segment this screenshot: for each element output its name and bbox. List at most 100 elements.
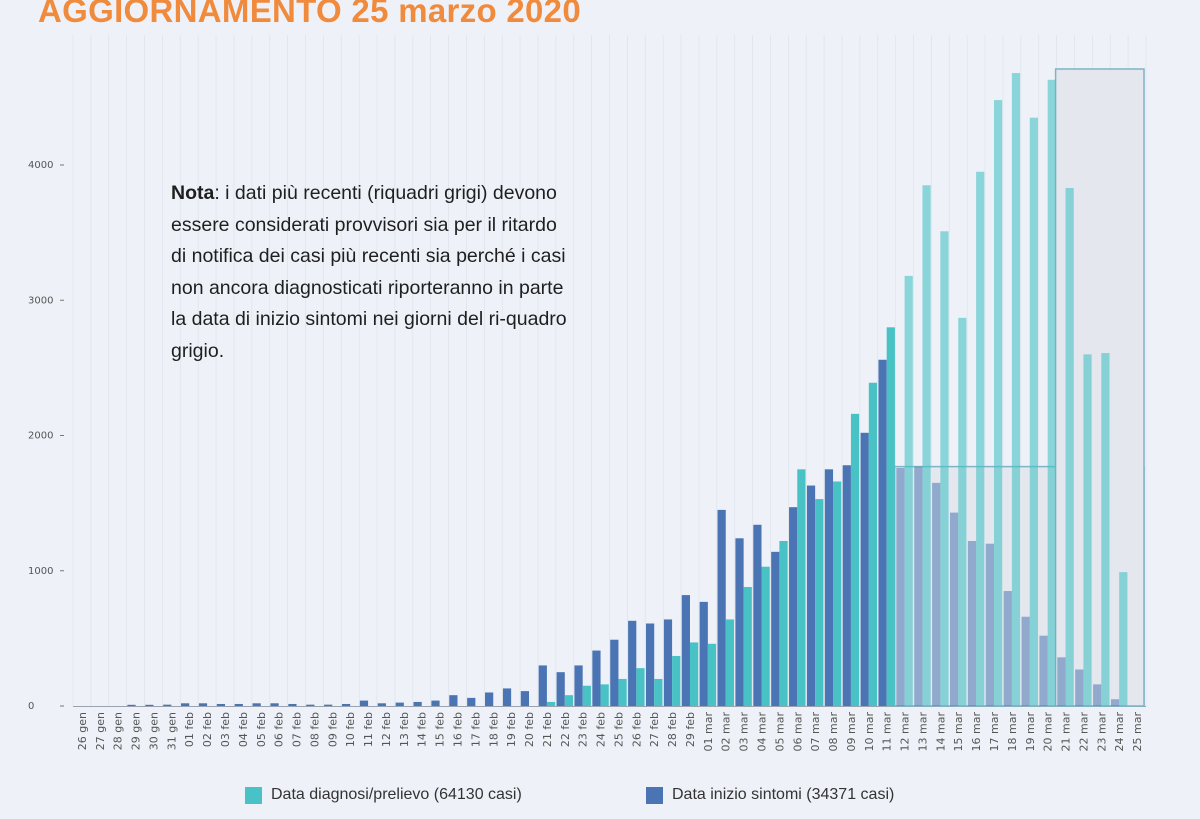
x-tick-label: 22 mar bbox=[1077, 712, 1090, 752]
x-tick-label: 01 mar bbox=[702, 712, 715, 752]
bar-sintomi bbox=[735, 538, 744, 706]
bar-sintomi bbox=[699, 601, 708, 706]
bar-sintomi bbox=[181, 703, 190, 706]
x-tick-label: 04 mar bbox=[756, 712, 769, 752]
bar-diagnosi bbox=[564, 695, 574, 706]
bar-diagnosi bbox=[868, 382, 878, 706]
x-tick-label: 28 gen bbox=[112, 712, 125, 750]
bar-sintomi bbox=[449, 695, 458, 706]
x-tick-label: 25 feb bbox=[612, 712, 625, 747]
bar-sintomi bbox=[914, 466, 923, 706]
x-tick-label: 29 feb bbox=[684, 712, 697, 747]
y-axis: 0 1000 2000 3000 4000 bbox=[28, 160, 64, 712]
y-tick-label: 2000 bbox=[28, 431, 53, 442]
bar-sintomi bbox=[127, 704, 136, 706]
bar-sintomi bbox=[753, 524, 762, 706]
x-tick-label: 11 mar bbox=[881, 712, 894, 752]
x-tick-label: 19 feb bbox=[505, 712, 518, 747]
note-bold: Nota bbox=[171, 182, 215, 204]
x-tick-label: 01 feb bbox=[183, 712, 196, 747]
x-tick-label: 18 feb bbox=[487, 712, 500, 747]
legend-swatch-diagnosi bbox=[245, 786, 262, 804]
bar-diagnosi bbox=[815, 499, 824, 706]
bar-sintomi bbox=[592, 650, 601, 706]
x-tick-label: 10 feb bbox=[344, 712, 357, 747]
x-tick-label: 14 mar bbox=[934, 712, 947, 752]
x-tick-label: 23 mar bbox=[1095, 712, 1108, 752]
bar-sintomi bbox=[234, 703, 243, 706]
page-title: AGGIORNAMENTO 25 marzo 2020 bbox=[38, 0, 581, 29]
x-tick-label: 05 mar bbox=[773, 712, 786, 752]
bar-sintomi bbox=[574, 665, 583, 706]
x-tick-label: 25 mar bbox=[1131, 712, 1144, 752]
bar-sintomi bbox=[985, 543, 994, 706]
bar-diagnosi bbox=[1029, 117, 1038, 707]
x-tick-label: 04 feb bbox=[237, 712, 250, 747]
x-tick-label: 06 mar bbox=[791, 712, 804, 752]
x-tick-label: 09 feb bbox=[326, 712, 339, 747]
chart-note: Nota: i dati più recenti (riquadri grigi… bbox=[171, 178, 571, 367]
chart-legend: Data diagnosi/prelievo (64130 casi) Data… bbox=[0, 786, 1200, 812]
bar-diagnosi bbox=[761, 566, 770, 706]
bar-sintomi bbox=[467, 697, 476, 706]
bar-sintomi bbox=[789, 507, 798, 706]
bar-diagnosi bbox=[600, 684, 609, 706]
y-tick-label: 1000 bbox=[28, 566, 53, 577]
bar-diagnosi bbox=[618, 678, 627, 706]
bar-diagnosi bbox=[958, 317, 967, 706]
bar-sintomi bbox=[717, 509, 726, 706]
x-tick-label: 22 feb bbox=[559, 712, 572, 747]
x-tick-label: 13 feb bbox=[398, 712, 411, 747]
bar-diagnosi bbox=[993, 100, 1003, 706]
x-tick-label: 26 gen bbox=[76, 712, 89, 750]
bar-sintomi bbox=[198, 703, 208, 706]
bar-sintomi bbox=[359, 700, 369, 706]
bar-sintomi bbox=[145, 704, 154, 706]
x-tick-label: 19 mar bbox=[1024, 712, 1037, 752]
bar-diagnosi bbox=[779, 540, 788, 706]
x-tick-label: 24 feb bbox=[595, 712, 608, 747]
bar-sintomi bbox=[377, 703, 386, 706]
bar-diagnosi bbox=[1047, 79, 1056, 707]
bar-diagnosi bbox=[636, 668, 645, 706]
x-tick-label: 15 feb bbox=[434, 712, 447, 747]
bar-diagnosi bbox=[582, 685, 591, 706]
legend-label-sintomi: Data inizio sintomi (34371 casi) bbox=[672, 786, 895, 803]
bar-diagnosi bbox=[850, 413, 860, 706]
bar-sintomi bbox=[806, 485, 816, 706]
x-tick-label: 14 feb bbox=[416, 712, 429, 747]
x-tick-label: 09 mar bbox=[845, 712, 858, 752]
x-tick-label: 21 feb bbox=[541, 712, 554, 747]
bar-sintomi bbox=[628, 620, 637, 706]
bar-diagnosi bbox=[1119, 572, 1128, 706]
bar-sintomi bbox=[949, 512, 959, 706]
y-tick-label: 3000 bbox=[28, 295, 53, 306]
x-tick-label: 05 feb bbox=[255, 712, 268, 747]
x-tick-label: 15 mar bbox=[952, 712, 965, 752]
bar-sintomi bbox=[163, 704, 172, 706]
x-tick-label: 20 feb bbox=[523, 712, 536, 747]
x-axis: 26 gen 27 gen 28 gen 29 gen 30 gen 31 gen 01 f… bbox=[76, 712, 1144, 752]
x-tick-label: 27 gen bbox=[94, 712, 107, 750]
bar-diagnosi bbox=[1011, 73, 1021, 706]
bar-diagnosi bbox=[940, 231, 949, 706]
x-tick-label: 20 mar bbox=[1042, 712, 1055, 752]
bar-diagnosi bbox=[725, 619, 734, 706]
bar-sintomi bbox=[860, 432, 869, 706]
bar-sintomi bbox=[610, 639, 619, 706]
x-tick-label: 03 mar bbox=[738, 712, 751, 752]
bar-sintomi bbox=[216, 703, 226, 706]
bar-sintomi bbox=[663, 619, 673, 706]
bar-sintomi bbox=[681, 595, 690, 706]
bar-sintomi bbox=[932, 482, 941, 706]
bar-sintomi bbox=[824, 469, 834, 706]
x-tick-label: 26 feb bbox=[630, 712, 643, 747]
x-tick-label: 12 mar bbox=[899, 712, 912, 752]
bar-sintomi bbox=[1075, 669, 1084, 706]
bars bbox=[127, 73, 1128, 707]
bar-sintomi bbox=[1057, 657, 1066, 706]
bar-sintomi bbox=[395, 702, 404, 706]
legend-item-diagnosi: Data diagnosi/prelievo (64130 casi) bbox=[245, 786, 522, 804]
y-tick-label: 4000 bbox=[28, 160, 53, 171]
bar-diagnosi bbox=[976, 171, 985, 706]
